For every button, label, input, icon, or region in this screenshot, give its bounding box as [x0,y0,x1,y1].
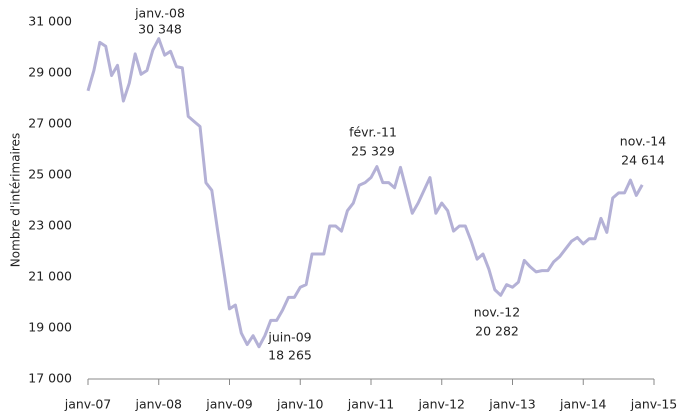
x-tick-label: janv-08 [134,397,182,412]
line [86,37,644,349]
x-tick-label: janv-10 [276,397,324,412]
x-tick-label: janv-09 [205,397,253,412]
annotation-value: 25 329 [351,144,395,159]
annotation-value: 18 265 [268,348,312,363]
annotation-date: nov.-14 [620,134,666,149]
annotation-value: 24 614 [621,153,665,168]
annotation-date: juin-09 [267,330,311,345]
y-tick-label: 19 000 [28,320,72,335]
y-axis-label: Nombre d'intérimaires [9,133,23,267]
annotation-value: 20 282 [475,324,519,339]
y-tick-label: 25 000 [28,167,72,182]
y-tick-label: 29 000 [28,65,72,80]
annotation-date: nov.-12 [474,305,520,320]
y-tick-label: 27 000 [28,116,72,131]
x-tick-label: janv-07 [64,397,112,412]
x-tick-label: janv-11 [347,397,395,412]
y-tick-label: 17 000 [28,371,72,386]
x-tick-label: janv-15 [630,397,678,412]
annotation-date: févr.-11 [349,125,397,140]
y-tick-label: 21 000 [28,269,72,284]
y-tick-label: 31 000 [28,14,72,29]
x-tick-label: janv-13 [488,397,536,412]
annotation-value: 30 348 [138,22,182,37]
y-tick-label: 23 000 [28,218,72,233]
x-tick-label: janv-14 [559,397,607,412]
annotation-date: janv.-08 [134,6,185,21]
x-tick-label: janv-12 [417,397,465,412]
